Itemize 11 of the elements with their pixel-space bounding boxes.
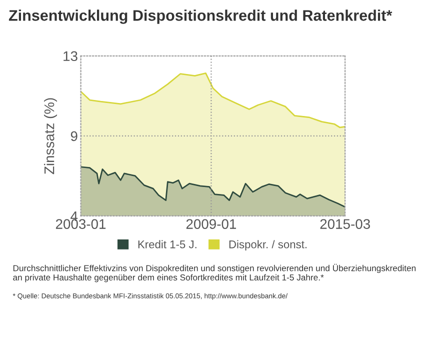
- legend-label: Dispokr. / sonst.: [229, 240, 307, 251]
- text: Durchschnittlicher Effektivzins von Dispokrediten und sonstigen revolvierenden und Überziehungskrediten an private Haushalte gegenüber dem eines Sofortkredites mit Laufzeit 1-5 Jahre.*: [13, 264, 416, 282]
- chart-title: Zinsentwicklung Dispositionskredit und Ratenkredit*: [8, 10, 392, 24]
- x-tick-label: 2015-03: [320, 219, 370, 229]
- x-tick-label: 2009-01: [186, 219, 236, 229]
- legend-label: Kredit 1-5 J.: [138, 240, 196, 248]
- y-tick-label: 13: [64, 51, 78, 62]
- y-tick-label: 4: [70, 211, 78, 222]
- y-tick-label: 9: [70, 131, 78, 142]
- x-tick-label: 2003-01: [56, 219, 106, 229]
- y-axis-title: Zinssatz (%): [44, 98, 57, 174]
